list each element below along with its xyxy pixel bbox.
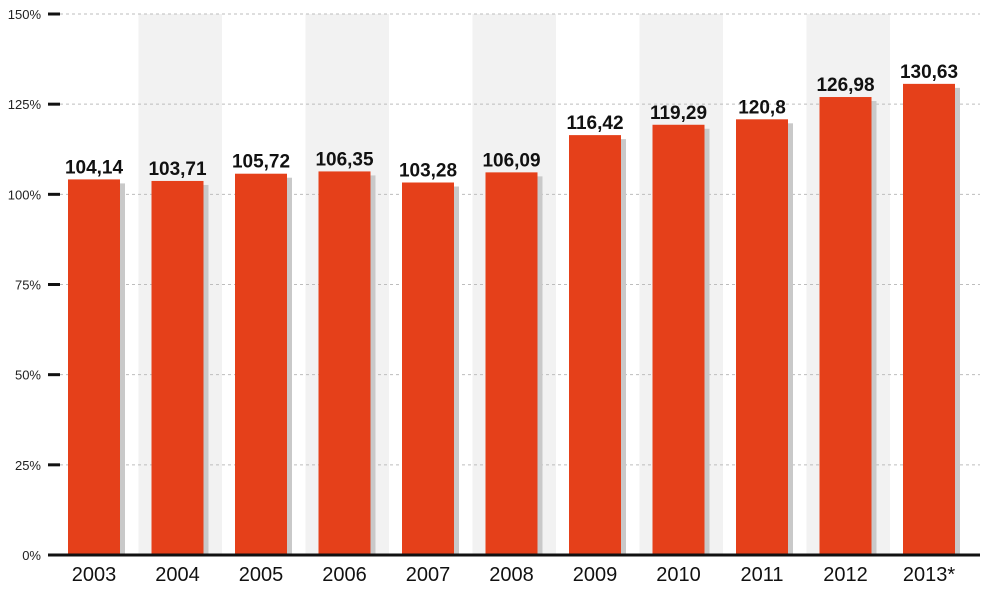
y-tick-label: 100% <box>8 187 42 202</box>
data-label: 130,63 <box>900 62 958 83</box>
bar <box>402 182 454 555</box>
x-tick-label: 2013* <box>903 564 955 586</box>
data-label: 126,98 <box>816 75 874 96</box>
bar <box>235 173 287 556</box>
y-tick-label: 25% <box>15 458 41 473</box>
data-label: 105,72 <box>232 152 290 173</box>
bar <box>736 119 788 555</box>
data-label: 119,29 <box>650 103 707 124</box>
data-label: 103,71 <box>148 159 207 180</box>
x-tick-label: 2011 <box>740 564 783 586</box>
x-tick-label: 2010 <box>656 564 701 586</box>
bar <box>151 180 204 555</box>
bar <box>318 171 371 555</box>
bar <box>68 179 120 555</box>
bar <box>903 83 955 555</box>
data-label: 116,42 <box>566 113 623 134</box>
bars: 104,14 103,71 105,72 106,35 103,28 106,09 116,… <box>65 62 960 556</box>
y-tick-label: 50% <box>15 368 41 383</box>
x-tick-label: 2012 <box>823 564 868 586</box>
bar <box>569 135 621 555</box>
data-label: 103,28 <box>399 161 457 182</box>
y-tick-label: 0% <box>22 548 41 563</box>
data-label: 104,14 <box>65 157 124 178</box>
x-tick-label: 2007 <box>406 564 451 586</box>
x-tick-label: 2009 <box>573 564 618 586</box>
x-tick-label: 2006 <box>322 564 367 586</box>
x-tick-label: 2005 <box>239 564 284 586</box>
x-axis: 2003 2004 2005 2006 2007 2008 2009 2010 2011 2012… <box>48 553 980 586</box>
x-tick-label: 2003 <box>72 564 117 586</box>
bar <box>652 124 705 555</box>
y-tick-label: 150% <box>8 7 42 22</box>
x-tick-label: 2004 <box>155 564 200 586</box>
data-label: 106,35 <box>315 149 374 170</box>
data-label: 120,8 <box>738 97 786 118</box>
bar <box>485 172 538 556</box>
y-axis: 0% 25% 50% 75% 100% 125% 150% <box>8 7 60 563</box>
data-label: 106,09 <box>482 150 540 171</box>
y-tick-label: 75% <box>15 278 41 293</box>
bar <box>819 97 872 556</box>
x-tick-label: 2008 <box>489 564 534 586</box>
y-tick-label: 125% <box>8 97 42 112</box>
